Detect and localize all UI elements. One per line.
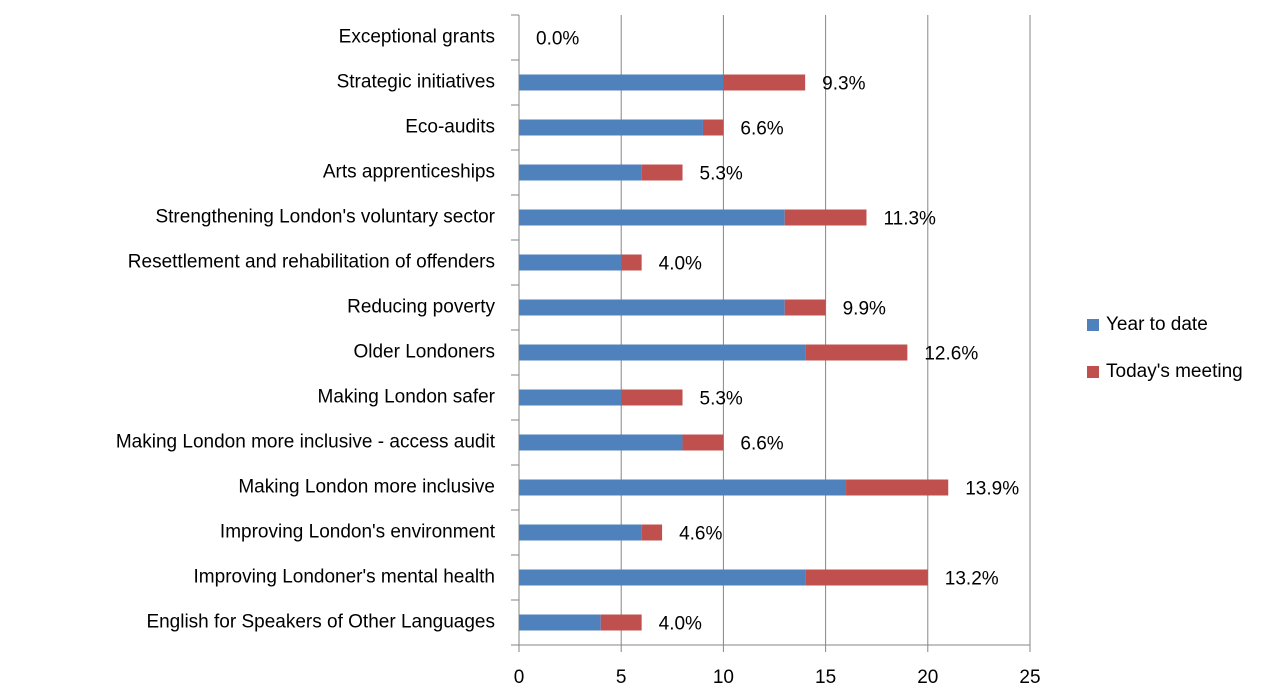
y-tick-label: Exceptional grants <box>339 27 495 48</box>
y-tick-label: Strengthening London's voluntary sector <box>155 207 495 228</box>
bar-segment <box>784 209 867 226</box>
x-tick-label: 0 <box>514 667 525 686</box>
bar-segment <box>682 434 724 451</box>
data-label: 0.0% <box>536 29 579 50</box>
bar-segment <box>519 209 785 226</box>
bar-segment <box>621 389 683 406</box>
bar-segment <box>519 164 642 181</box>
data-label: 5.3% <box>700 164 743 185</box>
data-label: 6.6% <box>740 434 783 455</box>
data-label: 5.3% <box>700 389 743 410</box>
data-label: 4.6% <box>679 524 722 545</box>
y-tick-label: Eco-audits <box>405 117 495 138</box>
data-label: 12.6% <box>924 344 978 365</box>
bar-segment <box>519 119 703 136</box>
x-tick-label: 15 <box>815 667 836 686</box>
y-tick-label: Making London safer <box>318 387 496 408</box>
legend-label: Year to date <box>1106 314 1208 335</box>
bar-segment <box>805 569 928 586</box>
y-tick-label: Older Londoners <box>353 342 495 363</box>
bar-segment <box>621 254 642 271</box>
bar-segment <box>519 344 806 361</box>
y-tick-label: Arts apprenticeships <box>323 162 495 183</box>
bar-segment <box>600 614 642 631</box>
bar-segment <box>519 479 847 496</box>
y-tick-label: Resettlement and rehabilitation of offen… <box>128 252 495 273</box>
y-tick-label: Improving London's environment <box>220 522 496 543</box>
bar-segment <box>846 479 949 496</box>
data-label: 4.0% <box>659 254 702 275</box>
x-tick-label: 5 <box>616 667 627 686</box>
y-tick-label: Making London more inclusive - access au… <box>116 432 496 453</box>
data-label: 11.3% <box>883 209 936 230</box>
x-tick-label: 20 <box>917 667 938 686</box>
y-tick-label: Improving Londoner's mental health <box>194 567 495 588</box>
data-label: 13.2% <box>945 569 999 590</box>
legend-label: Today's meeting <box>1106 361 1243 382</box>
bar-segment <box>641 164 683 181</box>
data-label: 9.3% <box>822 74 865 95</box>
bar-segment <box>641 524 663 541</box>
bar-segment <box>519 74 724 91</box>
y-tick-label: Making London more inclusive <box>238 477 495 498</box>
legend-swatch <box>1087 366 1099 378</box>
bar-segment <box>723 74 806 91</box>
bar-segment <box>702 119 724 136</box>
data-label: 4.0% <box>659 614 702 635</box>
bar-segment <box>519 254 622 271</box>
data-label: 6.6% <box>740 119 783 140</box>
data-label: 13.9% <box>965 479 1019 500</box>
data-label: 9.9% <box>843 299 886 320</box>
y-tick-label: Reducing poverty <box>347 297 495 318</box>
bar-segment <box>784 299 826 316</box>
y-tick-label: English for Speakers of Other Languages <box>146 612 495 633</box>
bar-segment <box>519 569 806 586</box>
bar-segment <box>519 299 785 316</box>
bar-segment <box>519 434 683 451</box>
bar-segment <box>519 614 601 631</box>
bar-segment <box>519 524 642 541</box>
legend-swatch <box>1087 319 1099 331</box>
x-tick-label: 25 <box>1019 667 1040 686</box>
x-tick-label: 10 <box>713 667 734 686</box>
bar-segment <box>805 344 908 361</box>
bar-segment <box>519 389 622 406</box>
y-tick-label: Strategic initiatives <box>337 72 495 93</box>
